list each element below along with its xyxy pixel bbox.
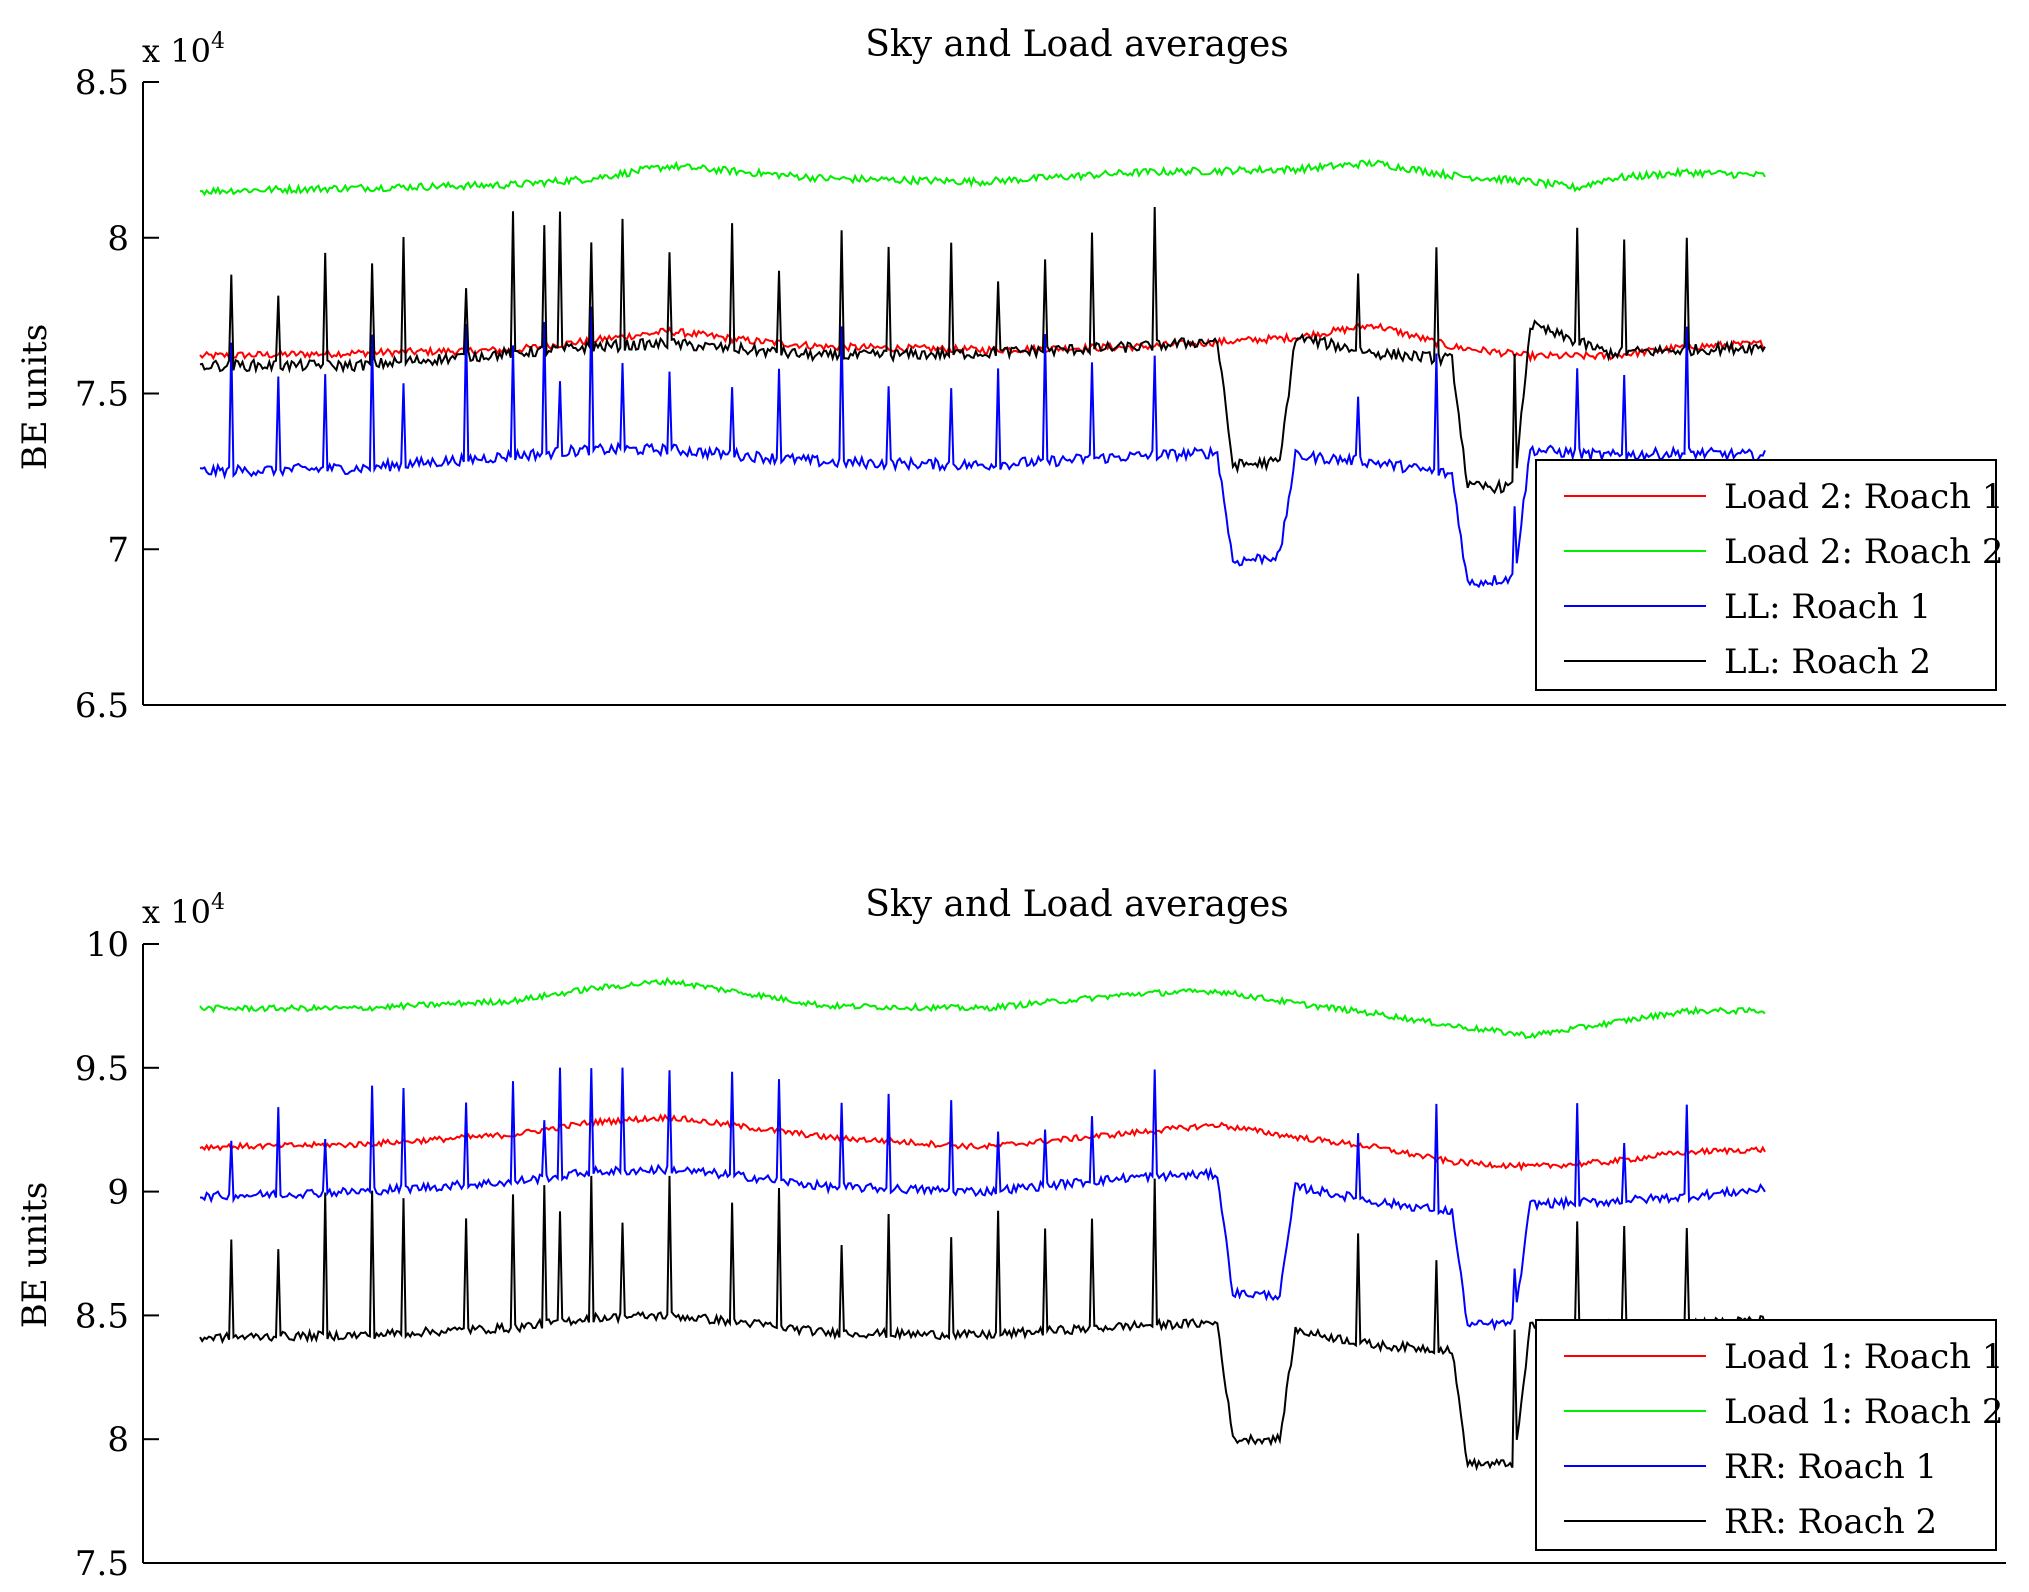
plot-lines-2 (199, 976, 1766, 1472)
y-tick-label: 8 (107, 1420, 129, 1460)
y-axis-label-1: BE units (15, 324, 55, 470)
legend-entry-label: RR: Roach 2 (1724, 1502, 1937, 1542)
y-tick-label: 9.5 (75, 1049, 129, 1089)
axes-2: 7.5 8 8.5 9 9.5 10 (75, 925, 2006, 1584)
y-tick-label: 10 (86, 925, 129, 965)
series-line (199, 158, 1766, 197)
legend-box (1535, 459, 1997, 691)
series-line (199, 1113, 1766, 1172)
series-line (199, 306, 1766, 589)
series-line (199, 1067, 1766, 1332)
series-line (199, 206, 1766, 495)
chart-title-2: Sky and Load averages (865, 884, 1289, 925)
series-line (199, 1175, 1766, 1472)
chart-panel-2: Sky and Load averages x 104 BE units 7.5… (15, 884, 2006, 1584)
series-line (199, 322, 1765, 364)
y-tick-label: 6.5 (75, 686, 129, 726)
exponent-label-1: x 104 (142, 29, 225, 70)
plot-lines-1 (199, 158, 1766, 589)
exponent-label-2: x 104 (142, 890, 225, 931)
y-tick-label: 9 (107, 1173, 129, 1213)
legend-1: Load 2: Roach 1 Load 2: Roach 2 LL: Roach … (1535, 459, 2004, 691)
y-tick-label: 7 (107, 530, 129, 570)
chart-panel-1: Sky and Load averages x 104 BE units 6.5… (15, 24, 2006, 726)
y-tick-label: 7.5 (75, 1544, 129, 1584)
y-tick-label: 7.5 (75, 375, 129, 415)
y-tick-label: 8.5 (75, 1296, 129, 1336)
legend-entry-label: Load 2: Roach 2 (1724, 532, 2004, 572)
series-line (199, 976, 1766, 1040)
legend-2: Load 1: Roach 1 Load 1: Roach 2 RR: Roach … (1535, 1319, 2004, 1551)
y-axis-label-2: BE units (15, 1182, 55, 1328)
y-tick-label: 8 (107, 219, 129, 259)
legend-box (1535, 1319, 1997, 1551)
legend-entry-label: LL: Roach 2 (1724, 642, 1931, 682)
legend-entry-label: Load 1: Roach 1 (1724, 1337, 2004, 1377)
y-tick-label: 8.5 (75, 63, 129, 103)
axes-1: 6.5 7 7.5 8 8.5 (75, 63, 2006, 726)
legend-entry-label: Load 2: Roach 1 (1724, 477, 2004, 517)
chart-title-1: Sky and Load averages (865, 24, 1289, 65)
legend-entry-label: LL: Roach 1 (1724, 587, 1931, 627)
legend-entry-label: RR: Roach 1 (1724, 1447, 1937, 1487)
legend-entry-label: Load 1: Roach 2 (1724, 1392, 2004, 1432)
